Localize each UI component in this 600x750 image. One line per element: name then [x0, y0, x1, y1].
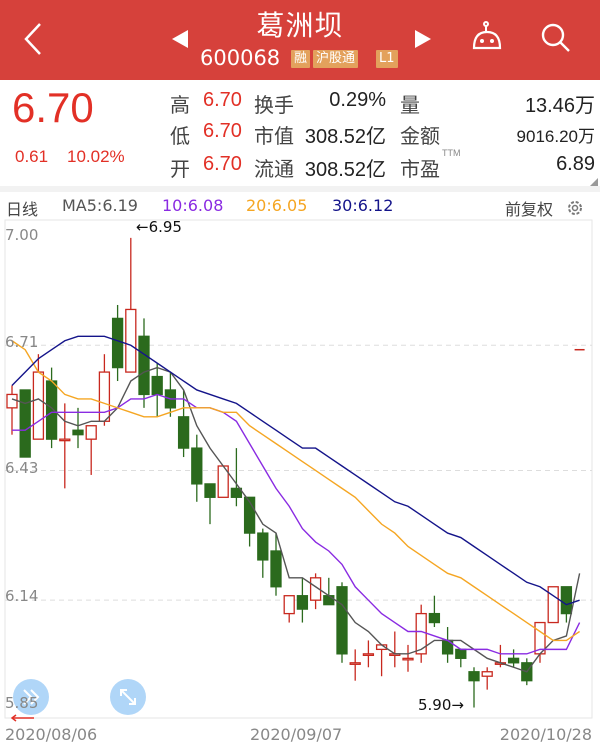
candle-body — [362, 653, 375, 657]
open-label: 开 — [170, 159, 190, 181]
candle-body — [402, 657, 414, 661]
price-change-pct: 10.02% — [67, 147, 125, 166]
market-cap-value: 308.52亿 — [304, 126, 386, 148]
candle-body — [98, 371, 111, 422]
candle-body — [32, 371, 45, 440]
candle-body — [283, 595, 295, 615]
candle-body — [323, 595, 335, 606]
candle-body — [6, 393, 18, 409]
app-header: 葛洲坝 600068 融 沪股通 L1 — [0, 0, 600, 80]
candle-body — [468, 671, 480, 682]
candle-body — [151, 375, 163, 396]
x-tick-label: 2020/10/28 — [499, 725, 592, 744]
float-cap-label: 流通 — [254, 159, 294, 181]
volume-label: 量 — [400, 95, 420, 117]
high-value: 6.70 — [203, 89, 242, 111]
ma30-line — [11, 335, 580, 606]
candle-body — [336, 586, 348, 655]
gear-icon[interactable] — [566, 199, 584, 217]
low-value: 6.70 — [203, 120, 242, 142]
amount-value: 9016.20万 — [516, 127, 595, 146]
period-tab-daily[interactable]: 日线 — [6, 200, 39, 219]
candle-body — [560, 586, 573, 615]
ma30-legend: 30:6.12 — [332, 196, 394, 215]
y-tick-label: 6.71 — [5, 333, 39, 351]
candle-body — [428, 612, 441, 624]
candle-body — [455, 648, 467, 659]
price-change: 0.61 — [15, 147, 49, 166]
candle-body — [349, 662, 361, 665]
ma10-line — [12, 393, 581, 655]
ma20-legend: 20:6.05 — [246, 196, 308, 215]
low-label: 低 — [170, 126, 190, 148]
badge-margin: 融 — [291, 50, 311, 68]
candle-body — [547, 586, 559, 624]
candle-body — [481, 671, 493, 677]
float-cap-value: 308.52亿 — [304, 159, 386, 181]
search-icon[interactable] — [540, 22, 572, 54]
pe-value: 6.89 — [556, 153, 595, 175]
candle-body — [243, 496, 256, 534]
amount-label: 金额 — [400, 126, 440, 148]
candle-body — [138, 335, 150, 396]
pe-label: 市盈 — [400, 159, 440, 181]
volume-value: 13.46万 — [524, 95, 595, 117]
ma20-line — [11, 340, 580, 642]
market-cap-label: 市值 — [254, 126, 294, 148]
x-tick-label: 2020/08/06 — [5, 725, 98, 744]
scroll-left-arrow-icon[interactable] — [10, 714, 36, 722]
candle-body — [72, 429, 84, 436]
robot-icon[interactable] — [470, 20, 506, 56]
candle-body — [111, 317, 124, 369]
badge-level: L1 — [376, 50, 398, 68]
low-annotation: 5.90→ — [418, 696, 464, 714]
next-stock-triangle-right-icon[interactable] — [413, 28, 433, 50]
badge-hk-connect: 沪股通 — [313, 50, 359, 68]
expand-button[interactable] — [110, 679, 146, 715]
chart-frame — [4, 219, 593, 719]
ma10-legend: 10:6.08 — [162, 196, 224, 215]
candle-body — [19, 389, 31, 458]
candle-body — [191, 447, 203, 485]
candle-body — [257, 532, 269, 561]
x-tick-label: 2020/09/07 — [250, 725, 343, 744]
back-chevron-left-icon[interactable] — [22, 22, 44, 56]
section-divider — [0, 186, 600, 192]
prev-stock-triangle-left-icon[interactable] — [170, 28, 190, 50]
adjust-mode-button[interactable]: 前复权 — [505, 200, 554, 219]
ma5-line — [11, 366, 581, 673]
candle-body — [204, 483, 216, 498]
turnover-label: 换手 — [254, 95, 294, 117]
candle-body — [177, 416, 190, 449]
ma5-legend: MA5:6.19 — [62, 196, 138, 215]
y-tick-label: 5.85 — [5, 694, 39, 712]
chevrons-right-button[interactable] — [13, 679, 49, 715]
candle-body — [309, 577, 322, 601]
corner-triangle-icon — [590, 178, 598, 186]
candle-body — [296, 595, 309, 610]
current-price: 6.70 — [12, 84, 94, 131]
candle-body — [85, 425, 97, 440]
candle-body — [125, 308, 137, 373]
pe-ttm-sup: TTM — [442, 148, 461, 158]
y-tick-label: 6.43 — [5, 459, 39, 477]
high-label: 高 — [170, 95, 190, 117]
expand-icon — [120, 689, 136, 705]
y-tick-label: 7.00 — [5, 226, 39, 244]
candle-body — [270, 550, 282, 588]
candle-body — [230, 487, 243, 498]
chevrons-right-icon — [23, 689, 40, 705]
high-annotation: ←6.95 — [136, 218, 182, 236]
open-value: 6.70 — [203, 153, 242, 175]
candle-body — [59, 438, 71, 442]
candle-body — [45, 380, 58, 440]
y-tick-label: 6.14 — [5, 587, 39, 605]
candle-body — [507, 657, 520, 664]
turnover-value: 0.29% — [329, 89, 386, 111]
stock-code: 600068 — [200, 46, 281, 70]
stock-name: 葛洲坝 — [256, 9, 344, 42]
